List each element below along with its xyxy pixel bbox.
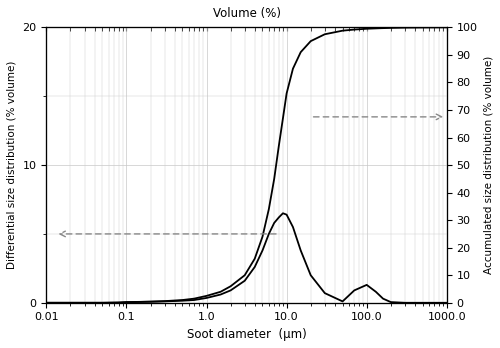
X-axis label: Volume (%): Volume (%) <box>212 7 280 20</box>
X-axis label: Soot diameter  (μm): Soot diameter (μm) <box>186 328 306 341</box>
Y-axis label: Differential size distribution (% volume): Differential size distribution (% volume… <box>7 61 17 269</box>
Y-axis label: Accumulated size distribution (% volume): Accumulated size distribution (% volume) <box>483 56 493 274</box>
